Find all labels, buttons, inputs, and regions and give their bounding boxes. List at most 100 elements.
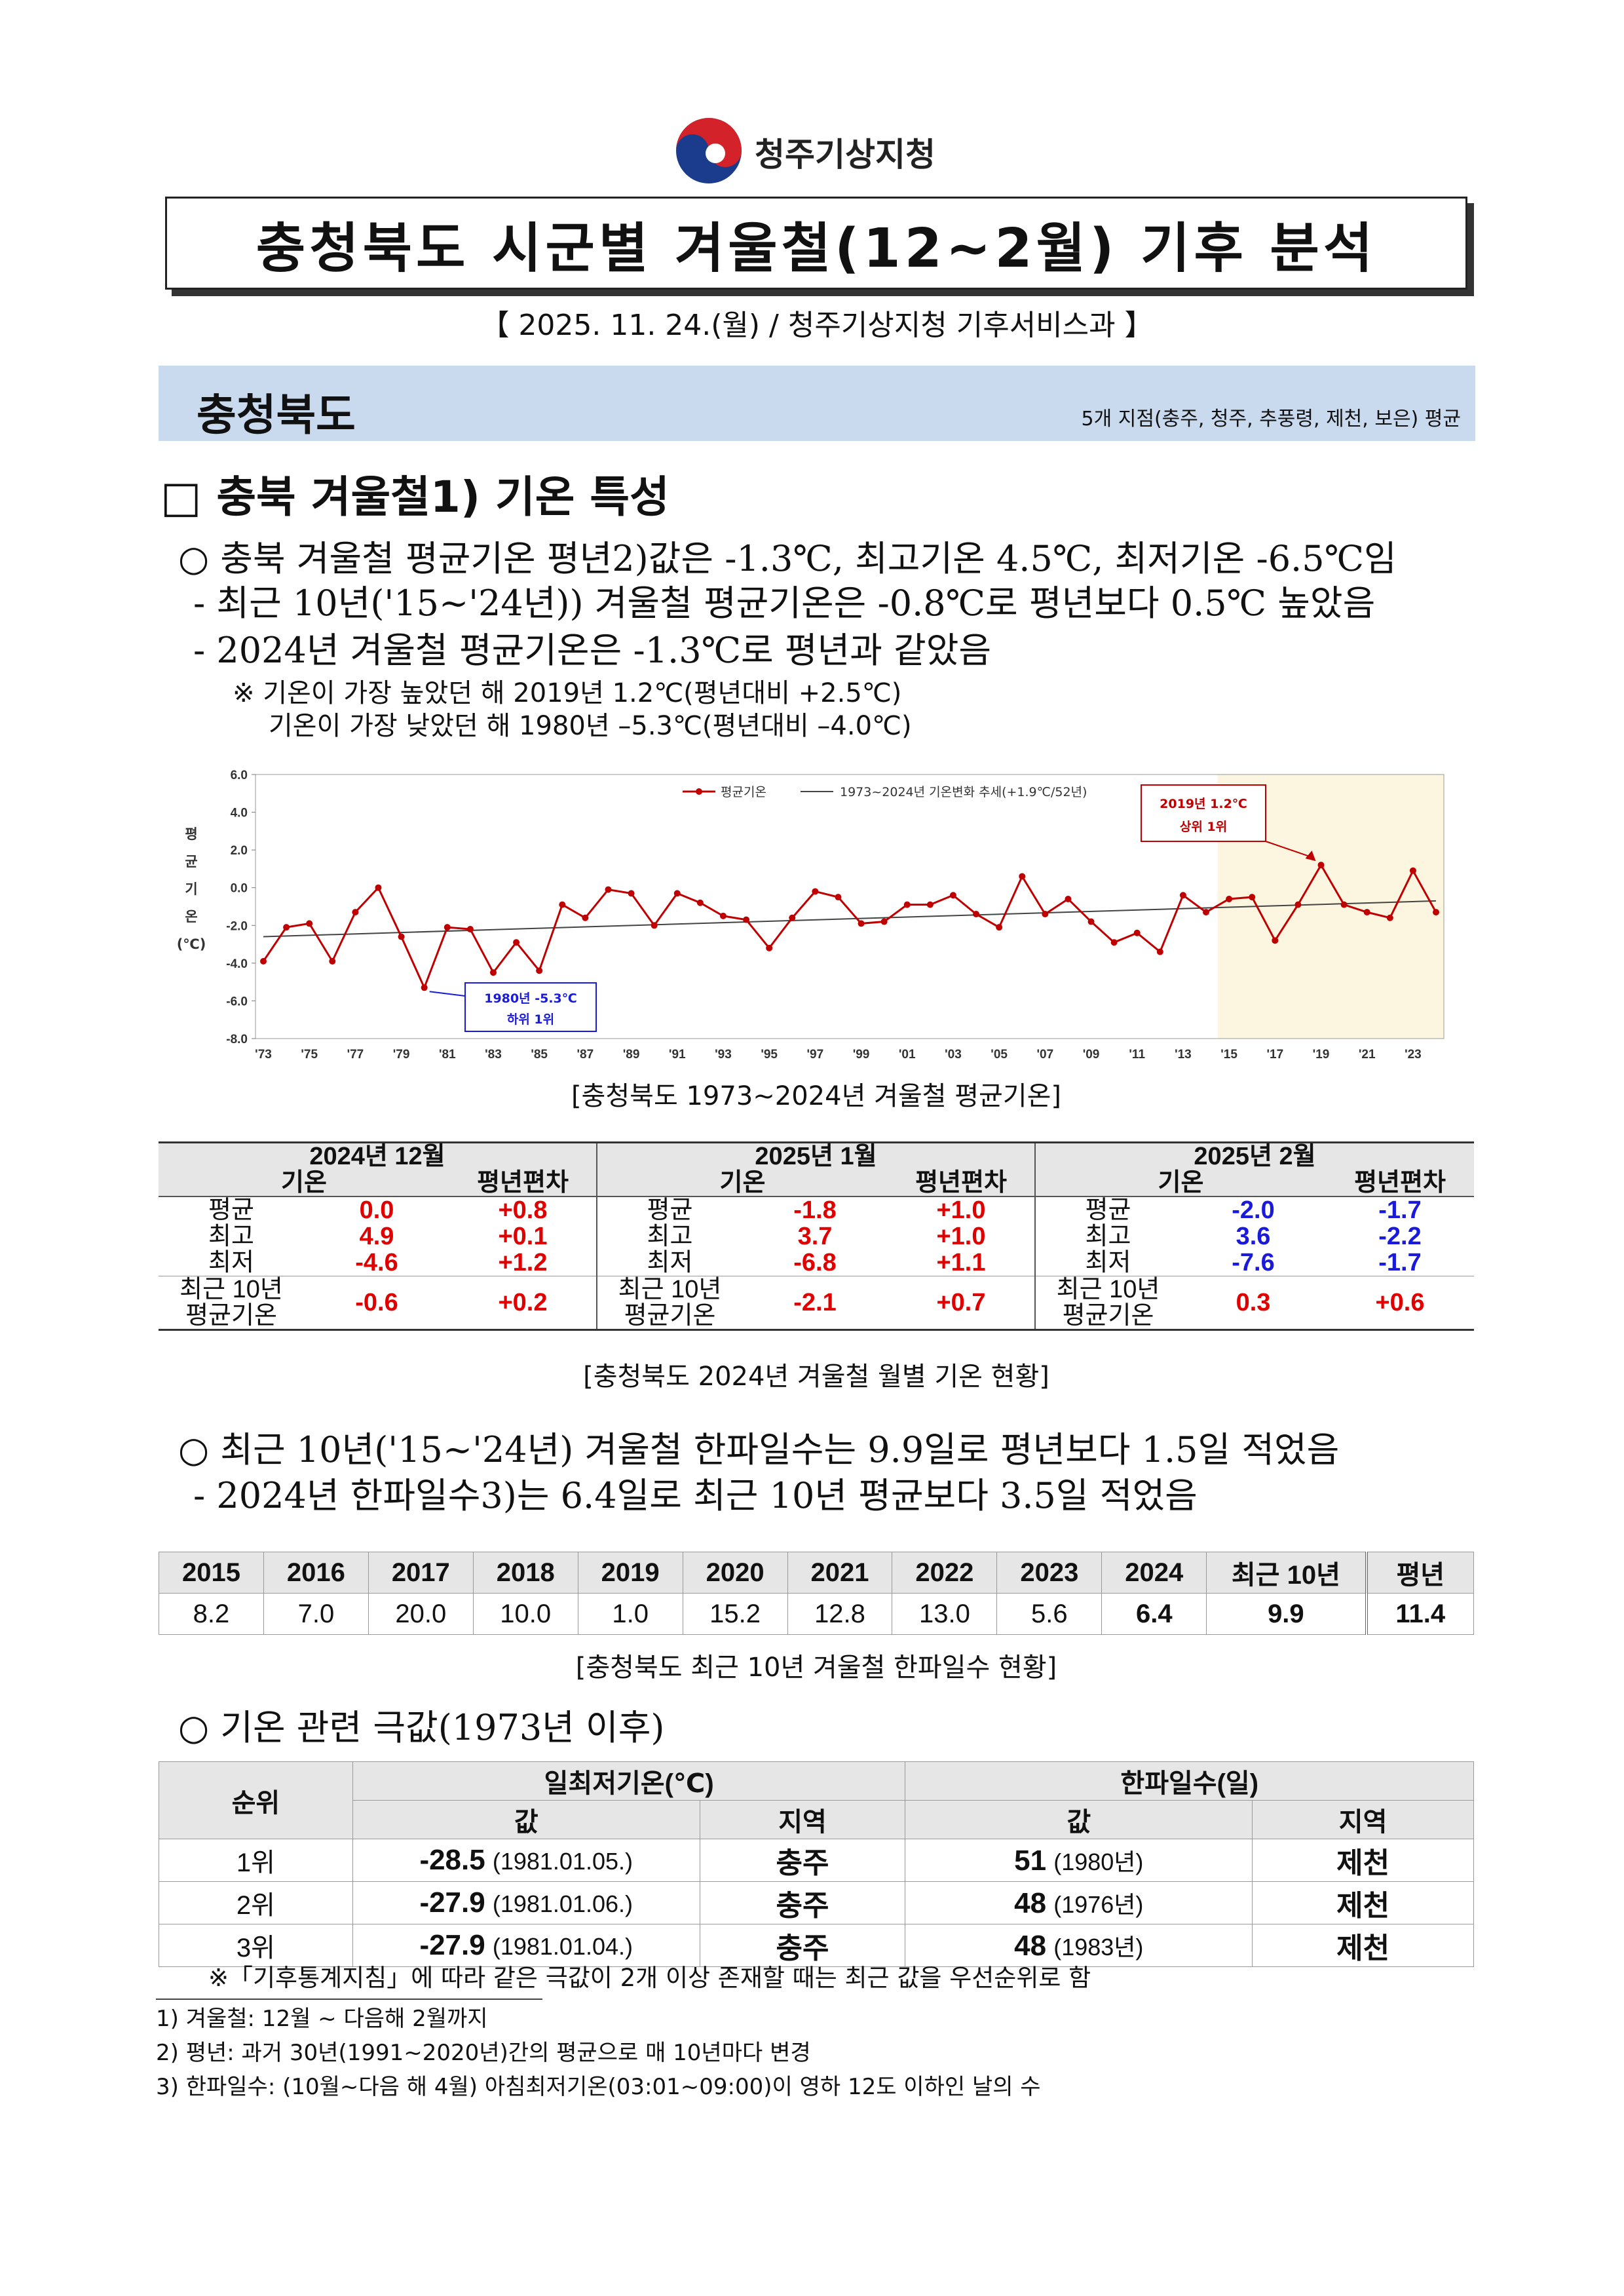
cell-value: +1.0 xyxy=(888,1223,1036,1250)
data-point xyxy=(260,957,267,965)
x-tick-label: '95 xyxy=(761,1048,778,1062)
row-label-line1: 최근 10년 xyxy=(179,1276,283,1303)
min-temp-header: 일최저기온(℃) xyxy=(352,1761,906,1801)
min-temp-cell: -28.5 (1981.01.05.) xyxy=(352,1839,700,1882)
coldwave-year: (1980년) xyxy=(1053,1848,1144,1875)
month-dec-header: 2024년 12월 xyxy=(159,1142,597,1170)
coldwave-value: 1.0 xyxy=(577,1593,683,1635)
year-header: 2017 xyxy=(368,1552,474,1594)
data-point xyxy=(398,933,405,940)
y-tick-label: -2.0 xyxy=(226,919,248,933)
year-header: 2018 xyxy=(472,1552,578,1594)
coldwave-area: 제천 xyxy=(1252,1924,1474,1967)
coldwave-value: 9.9 xyxy=(1206,1593,1368,1635)
extremes-row: 1위 -28.5 (1981.01.05.) 충주 51 (1980년) 제천 xyxy=(159,1839,1474,1882)
annotation-arrow-low xyxy=(429,991,466,997)
x-tick-label: '09 xyxy=(1083,1048,1100,1062)
data-point xyxy=(973,911,980,918)
year-header: 2023 xyxy=(996,1552,1103,1594)
data-point xyxy=(1042,911,1049,918)
x-tick-label: '91 xyxy=(669,1048,686,1062)
data-point xyxy=(444,924,451,931)
y-axis-label: 기 xyxy=(185,881,197,897)
data-point xyxy=(1156,948,1163,955)
data-point xyxy=(1317,862,1325,869)
coldwave-year: (1976년) xyxy=(1053,1891,1144,1918)
y-axis-label: (℃) xyxy=(177,936,206,952)
x-tick-label: '99 xyxy=(853,1048,870,1062)
year-header: 2016 xyxy=(263,1552,369,1594)
data-point xyxy=(743,916,750,923)
cell-value: +0.7 xyxy=(888,1276,1036,1330)
coldwave-value: 48 xyxy=(1014,1887,1047,1919)
coldwave-value: 11.4 xyxy=(1366,1593,1474,1635)
data-point xyxy=(789,914,796,921)
data-point xyxy=(1226,895,1233,902)
x-tick-label: '19 xyxy=(1313,1048,1330,1062)
col-dev: 평년편차 xyxy=(888,1170,1036,1196)
x-tick-label: '07 xyxy=(1037,1048,1054,1062)
data-point xyxy=(903,901,911,908)
x-tick-label: '97 xyxy=(807,1048,824,1062)
data-point xyxy=(1019,873,1026,880)
cell-value: -7.6 xyxy=(1232,1249,1275,1276)
bullet-extremes: ○ 기온 관련 극값(1973년 이후) xyxy=(178,1707,665,1748)
cell-value: -2.0 xyxy=(1232,1196,1275,1224)
note-highest: ※ 기온이 가장 높았던 해 2019년 1.2℃(평년대비 +2.5℃) xyxy=(233,678,902,708)
y-axis-label: 온 xyxy=(185,909,197,925)
min-temp-date: (1981.01.04.) xyxy=(492,1933,633,1960)
x-tick-label: '11 xyxy=(1129,1048,1145,1062)
row-label: 평균 xyxy=(647,1196,693,1224)
x-tick-label: '81 xyxy=(439,1048,456,1062)
series-line-mean-temp xyxy=(262,863,1437,991)
col-temp: 기온 xyxy=(597,1170,888,1196)
dateline: 【 2025. 11. 24.(월) / 청주기상지청 기후서비스과 】 xyxy=(480,309,1154,342)
row-recent10: 최근 10년 평균기온 -0.6 +0.2 최근 10년 평균기온 -2.1 +0.… xyxy=(159,1276,1474,1330)
min-temp-value: -27.9 xyxy=(419,1886,485,1919)
cell-value: +1.1 xyxy=(888,1250,1036,1276)
month-feb-header: 2025년 2월 xyxy=(1035,1142,1474,1170)
row-label-line2: 평균기온 xyxy=(185,1302,277,1330)
cell-value: -6.8 xyxy=(793,1249,837,1276)
col-temp: 기온 xyxy=(159,1170,449,1196)
min-temp-area: 충주 xyxy=(699,1881,906,1924)
x-tick-label: '13 xyxy=(1175,1048,1192,1062)
cell-value: -1.7 xyxy=(1378,1196,1422,1224)
rank: 1위 xyxy=(159,1839,353,1882)
annotation-low-line1: 1980년 -5.3℃ xyxy=(484,991,577,1006)
monthly-table-caption: [충청북도 2024년 겨울철 월별 기온 현황] xyxy=(583,1362,1049,1392)
coldwave-value: 48 xyxy=(1014,1930,1047,1962)
data-point xyxy=(949,892,956,899)
coldwave-value: 10.0 xyxy=(472,1593,578,1635)
data-point xyxy=(1087,918,1095,925)
coldwave-cell: 48 (1976년) xyxy=(905,1881,1253,1924)
col-temp: 기온 xyxy=(1035,1170,1326,1196)
cell-value: +1.2 xyxy=(449,1250,597,1276)
extremes-row: 2위 -27.9 (1981.01.06.) 충주 48 (1976년) 제천 xyxy=(159,1881,1474,1924)
coldwave-table: 2015 2016 2017 2018 2019 2020 2021 2022 … xyxy=(159,1552,1474,1635)
recent10-header: 최근 10년 xyxy=(1206,1552,1368,1594)
footnote-2: 2) 평년: 과거 30년(1991~2020년)간의 평균으로 매 10년마다… xyxy=(156,2040,811,2066)
note-lowest: 기온이 가장 낮았던 해 1980년 –5.3℃(평년대비 –4.0℃) xyxy=(269,711,912,741)
coldwave-value: 20.0 xyxy=(368,1593,474,1635)
value-header: 값 xyxy=(905,1800,1253,1839)
data-point xyxy=(651,922,658,929)
row-label: 최근 10년 평균기온 xyxy=(597,1276,742,1330)
row-label-line2: 평균기온 xyxy=(624,1302,716,1330)
x-tick-label: '75 xyxy=(301,1048,318,1062)
y-axis-label: 평 xyxy=(185,826,197,842)
data-point xyxy=(1363,909,1370,916)
data-point xyxy=(1179,892,1186,899)
y-axis-label: 균 xyxy=(185,854,197,870)
chart-caption: [충청북도 1973~2024년 겨울철 평균기온] xyxy=(571,1081,1062,1111)
row-max: 최고 4.9 +0.1 최고 3.7 +1.0 최고 3.6 -2.2 xyxy=(159,1223,1474,1250)
min-temp-value: -27.9 xyxy=(419,1929,485,1961)
y-tick-label: 2.0 xyxy=(231,844,248,858)
row-label: 최고 xyxy=(208,1223,254,1250)
data-point xyxy=(559,901,566,908)
year-header: 2019 xyxy=(577,1552,683,1594)
bullet-coldwave-10yr: ○ 최근 10년('15~'24년) 겨울철 한파일수는 9.9일로 평년보다 … xyxy=(178,1429,1340,1470)
coldwave-header-row: 2015 2016 2017 2018 2019 2020 2021 2022 … xyxy=(159,1552,1474,1594)
row-label: 최근 10년 평균기온 xyxy=(159,1276,304,1330)
x-tick-label: '21 xyxy=(1359,1048,1376,1062)
